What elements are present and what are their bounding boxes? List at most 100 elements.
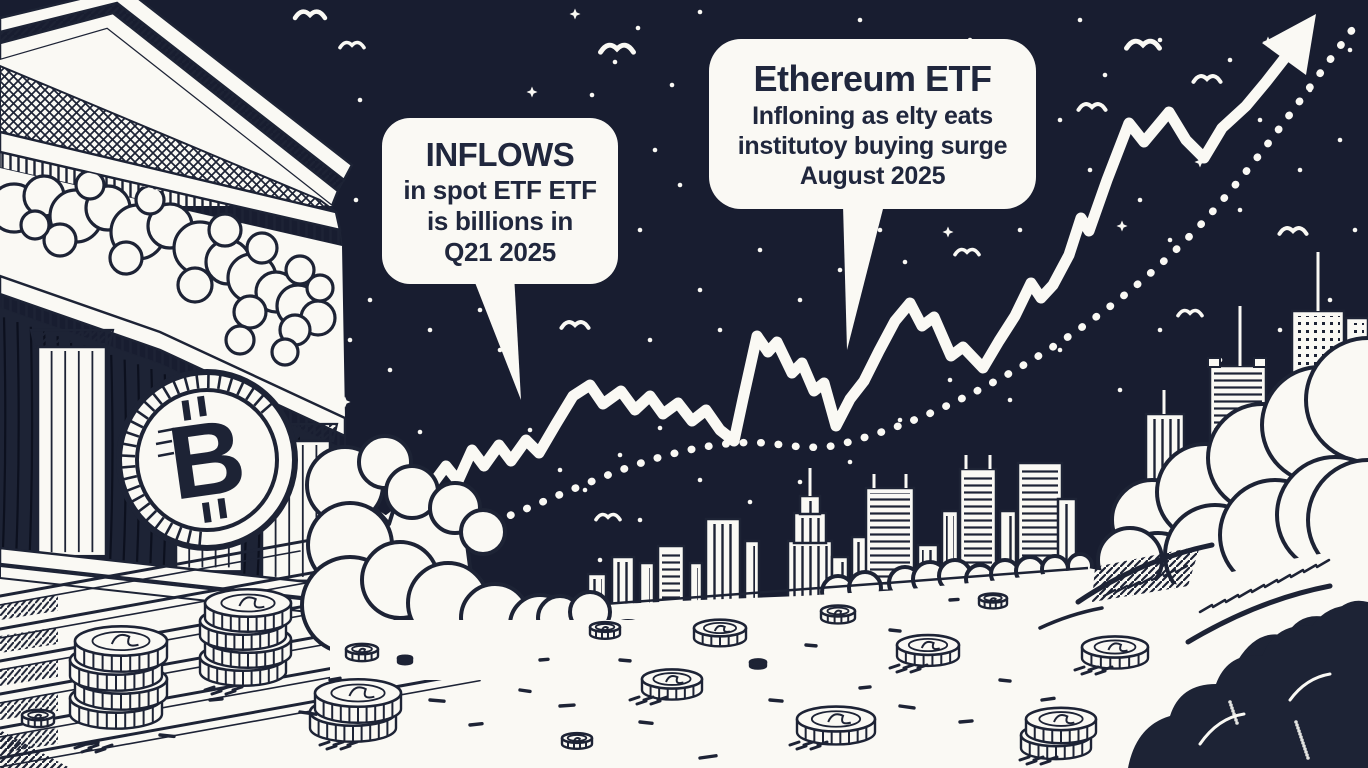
star-icon — [669, 82, 675, 88]
star-icon — [582, 487, 588, 493]
star-icon — [657, 425, 663, 431]
trend-line — [329, 53, 1290, 546]
star-icon — [1297, 167, 1303, 173]
star-icon — [387, 367, 393, 373]
bird-icon — [292, 9, 328, 21]
coin-face — [640, 668, 704, 690]
bitcoin-symbol: B — [162, 397, 253, 522]
debris-mark — [858, 685, 872, 690]
star-icon — [347, 337, 353, 343]
bubble-inflows-tail — [474, 274, 521, 400]
debris-mark — [538, 657, 550, 662]
star-icon — [942, 226, 954, 238]
bushes — [1128, 600, 1368, 768]
person-figure — [305, 273, 335, 303]
star-icon — [635, 25, 641, 31]
bird-icon — [559, 320, 591, 330]
step-riser — [0, 594, 58, 620]
building-windows — [644, 568, 650, 610]
star-icon — [1102, 72, 1108, 78]
crowd-of-people — [0, 169, 337, 367]
star-icon — [697, 477, 703, 483]
person-figure — [232, 294, 268, 330]
bird-icon — [1176, 308, 1204, 318]
bubble-inflows-line2: in spot ETF ETF — [403, 174, 597, 205]
bubble-eth-line4: August 2025 — [799, 162, 946, 190]
star-icon — [837, 267, 843, 273]
star-icon — [857, 17, 863, 23]
star-icon — [1327, 297, 1333, 303]
building-windows — [804, 501, 816, 514]
star-icon — [526, 86, 538, 98]
hills-right — [1038, 542, 1333, 645]
star-icon — [1057, 117, 1063, 123]
star-icon — [417, 429, 423, 435]
star-icon — [897, 417, 903, 423]
bubble-inflows-title: INFLOWS — [425, 135, 575, 173]
building-windows — [694, 568, 698, 610]
star-icon — [557, 467, 563, 473]
step-riser — [0, 626, 58, 653]
star-icon — [1007, 397, 1013, 403]
star-icon — [1137, 197, 1143, 203]
star-icon — [902, 259, 908, 265]
debris-mark — [998, 678, 1012, 683]
bubble-eth-title: Ethereum ETF — [753, 58, 992, 99]
star-icon — [1077, 17, 1083, 23]
speech-bubble-inflows: INFLOWS in spot ETF ETF is billions in Q… — [382, 118, 618, 284]
star-icon — [612, 59, 618, 65]
step-edge — [0, 529, 362, 598]
star-icon — [1194, 156, 1206, 168]
cloud — [459, 508, 507, 556]
bubble-ethereum-tail — [843, 205, 884, 350]
speech-bubble-ethereum: Ethereum ETF Infloning as elty eats inst… — [709, 39, 1036, 209]
star-icon — [637, 517, 643, 523]
star-icon — [1167, 237, 1173, 243]
debris-mark — [888, 628, 902, 633]
star-icon — [947, 377, 953, 383]
trend-arrow-icon — [1262, 14, 1316, 75]
bird-icon — [1191, 74, 1223, 84]
bubble-inflows-line3: is billions in — [426, 205, 574, 236]
debris-mark — [558, 703, 576, 708]
star-icon — [427, 327, 433, 333]
star-icon — [527, 427, 533, 433]
star-icon — [569, 8, 581, 20]
coin-face — [396, 654, 414, 662]
coin-face — [313, 677, 403, 709]
person-figure — [245, 231, 279, 265]
star-icon — [847, 459, 853, 465]
star-icon — [717, 327, 723, 333]
star-icon — [637, 227, 643, 233]
star-icon — [652, 147, 658, 153]
star-icon — [697, 287, 703, 293]
coin-face — [203, 587, 293, 619]
star-icon — [1017, 227, 1023, 233]
person-figure — [270, 337, 300, 367]
step-riser — [0, 692, 58, 720]
dotted-trend-line — [474, 26, 1356, 532]
building-windows — [798, 518, 822, 543]
star-icon — [697, 9, 703, 15]
debris-mark — [768, 698, 784, 703]
ground-debris — [73, 597, 1114, 766]
building-windows — [749, 546, 755, 610]
star-icon — [1347, 47, 1353, 53]
star-icon — [617, 452, 623, 458]
star-icon — [797, 479, 803, 485]
star-icon — [1087, 167, 1093, 173]
coin-face — [73, 624, 169, 658]
bubble-inflows-line4: Q21 2025 — [444, 236, 556, 267]
star-icon — [1237, 207, 1243, 213]
debris-mark — [328, 676, 342, 682]
cloud — [1304, 336, 1368, 464]
star-icon — [589, 92, 595, 98]
star-icon — [477, 307, 483, 313]
debris-mark — [618, 658, 632, 663]
debris-mark — [468, 722, 484, 727]
person-figure — [19, 209, 51, 241]
coin-face — [1080, 635, 1150, 659]
star-icon — [339, 396, 351, 408]
star-icon — [1277, 327, 1283, 333]
